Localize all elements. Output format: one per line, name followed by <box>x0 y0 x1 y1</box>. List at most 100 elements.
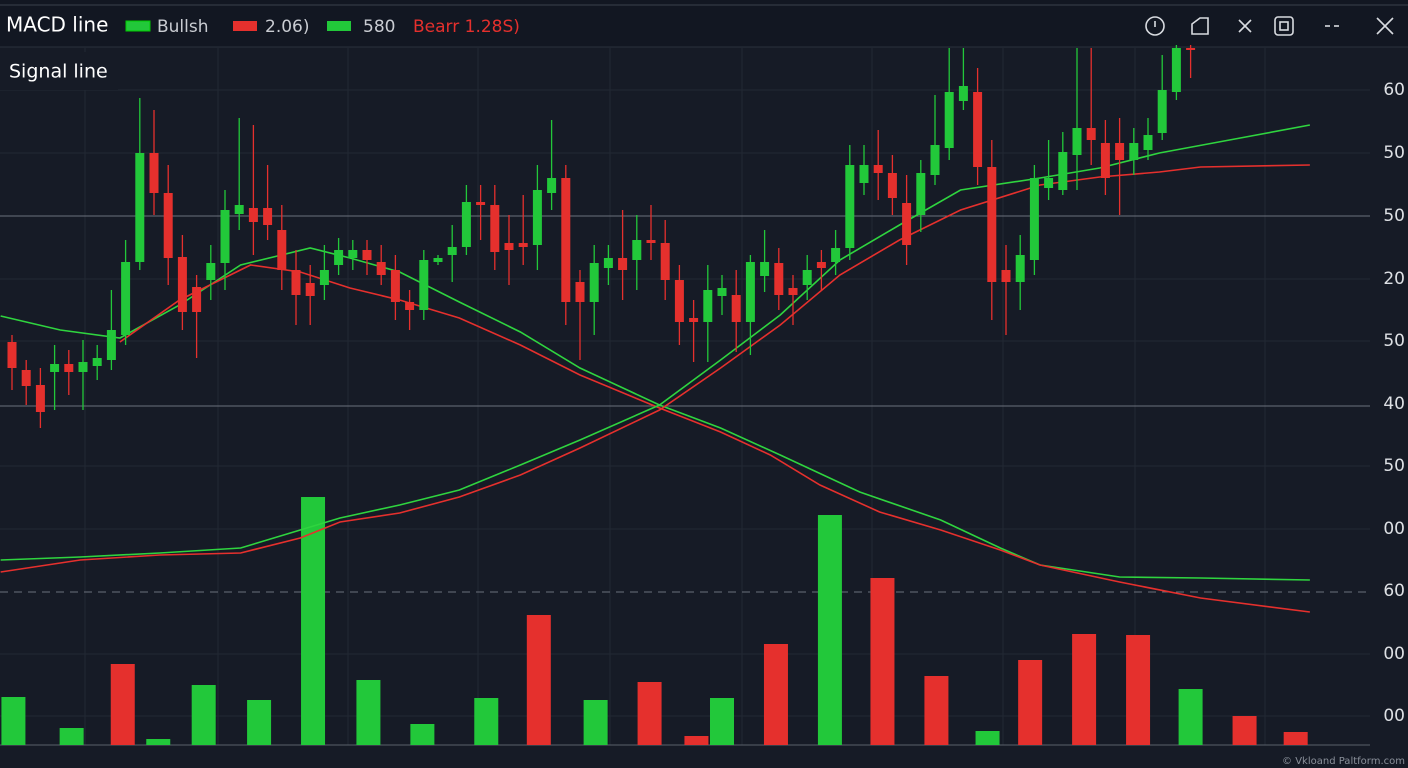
close-icon[interactable] <box>1238 19 1252 33</box>
candle-body <box>603 258 613 268</box>
candle-body <box>873 165 883 173</box>
candle-body <box>944 92 954 148</box>
indicator-line <box>119 264 1310 613</box>
plot-area <box>0 45 1311 745</box>
candle-body <box>163 193 173 258</box>
histogram-bar <box>526 615 551 745</box>
histogram-bar <box>191 685 216 745</box>
histogram-bar <box>870 578 895 745</box>
candle-body <box>916 173 926 215</box>
clock-icon[interactable] <box>1145 16 1165 36</box>
signal-box <box>0 52 118 90</box>
histogram-bar <box>684 736 709 745</box>
axis-label: 00 <box>1383 519 1405 539</box>
legend-swatch <box>327 21 351 31</box>
legend-label: 580 <box>363 17 395 37</box>
axis-label: 50 <box>1383 143 1405 163</box>
candle-body <box>745 262 755 322</box>
candle-body <box>816 262 826 268</box>
candle-body <box>845 165 855 248</box>
candle-body <box>192 287 202 312</box>
candle-body <box>532 190 542 245</box>
legend-swatch <box>125 20 151 32</box>
candle-body <box>461 202 471 247</box>
candle-body <box>177 257 187 312</box>
legend-label: Bullsh <box>157 17 209 37</box>
candle-body <box>1186 48 1196 50</box>
candle-body <box>1157 90 1167 133</box>
histogram-bar <box>356 680 381 745</box>
axis-label: 50 <box>1383 456 1405 476</box>
candle-body <box>902 203 912 245</box>
candle-body <box>717 288 727 296</box>
candle-body <box>376 262 386 275</box>
candle-body <box>788 288 798 295</box>
exit-icon[interactable] <box>1376 17 1394 35</box>
candle-body <box>731 295 741 322</box>
histogram-bar <box>247 700 272 745</box>
candle-body <box>35 385 45 412</box>
grid <box>0 48 1370 745</box>
candle-body <box>106 330 116 360</box>
histogram-bar <box>1283 732 1308 745</box>
legend-label: 2.06) <box>265 17 309 37</box>
candle-body <box>703 290 713 322</box>
candle-body <box>305 283 315 296</box>
histogram-bar <box>975 731 1000 745</box>
histogram-bar <box>1178 689 1203 745</box>
histogram-bar <box>710 698 734 745</box>
candle-body <box>1086 128 1096 140</box>
candle-body <box>575 282 585 302</box>
candle-body <box>973 92 983 167</box>
candle-body <box>1100 143 1110 178</box>
window-icon[interactable] <box>1274 16 1294 36</box>
candle-body <box>248 208 258 222</box>
axis-label: 00 <box>1383 644 1405 664</box>
histogram-bar <box>1072 634 1097 745</box>
candle-body <box>1072 128 1082 155</box>
candle-body <box>1143 135 1153 150</box>
candle-body <box>64 364 74 372</box>
histogram-bar <box>1018 660 1043 745</box>
candle-body <box>348 250 358 258</box>
right-axis: 60 50 50 20 50 40 50 00 60 00 00 <box>1383 80 1405 726</box>
signal-label: Signal line <box>9 61 108 83</box>
histogram-bar <box>59 728 84 745</box>
indicator-line <box>0 124 1311 561</box>
candle-body <box>547 178 557 193</box>
candle-body <box>277 230 287 270</box>
axis-label: 40 <box>1383 394 1405 414</box>
candle-body <box>362 250 372 260</box>
histogram-bar <box>637 682 662 745</box>
candle-body <box>447 247 457 255</box>
candle-body <box>1129 143 1139 160</box>
candle-body <box>760 262 770 276</box>
watermark: © Vkloand Paltform.com <box>1282 756 1405 767</box>
candle-body <box>887 173 897 198</box>
candle-body <box>1001 270 1011 282</box>
legend: Bullsh 2.06) 580 <box>125 17 395 37</box>
candle-body <box>234 205 244 214</box>
candle-body <box>987 167 997 282</box>
histogram-bar <box>1126 635 1151 745</box>
candle-body <box>50 364 60 372</box>
axis-label: 60 <box>1383 581 1405 601</box>
chart-icon[interactable] <box>1191 17 1209 35</box>
chart-title: MACD line <box>6 13 108 37</box>
legend-swatch <box>233 21 257 31</box>
candle-body <box>490 205 500 252</box>
candle-body <box>1058 152 1068 190</box>
candle-body <box>646 240 656 243</box>
candle-body <box>1171 48 1181 92</box>
candle-body <box>319 270 329 285</box>
candle-body <box>206 263 216 280</box>
histogram-bar <box>301 497 326 745</box>
candle-body <box>561 178 571 302</box>
histogram-bar <box>146 739 171 745</box>
toolbar <box>1145 16 1394 36</box>
candle-body <box>1115 143 1125 160</box>
candle-body <box>802 270 812 285</box>
indicator-line <box>0 164 1310 573</box>
axis-label: 50 <box>1383 331 1405 351</box>
